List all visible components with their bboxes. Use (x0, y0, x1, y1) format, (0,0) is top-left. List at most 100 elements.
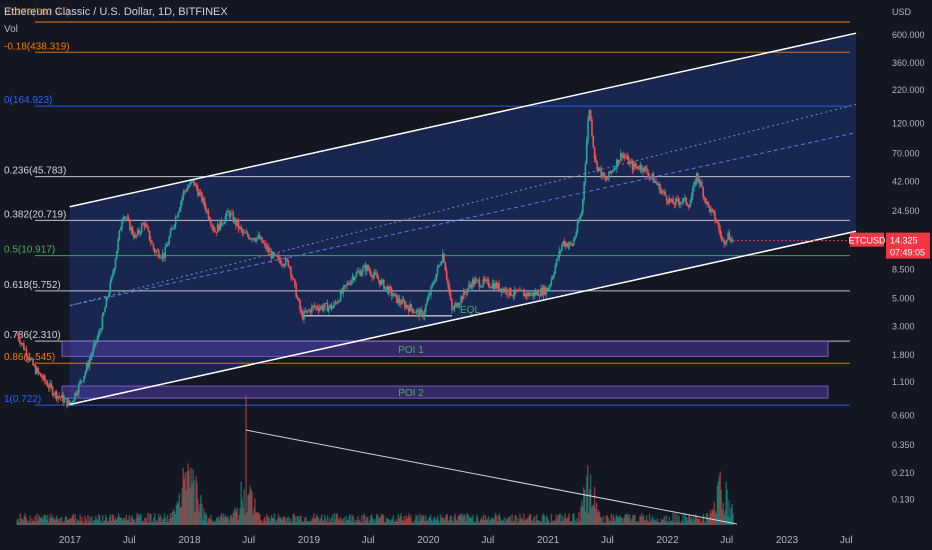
volume-bar (523, 513, 525, 525)
volume-bar (266, 517, 269, 525)
volume-bar (117, 513, 120, 525)
volume-bar (547, 519, 550, 525)
volume-bar (651, 516, 654, 525)
volume-bar (273, 513, 276, 525)
volume-bar (38, 514, 40, 525)
volume-bar (434, 520, 437, 525)
volume-bar (690, 518, 692, 525)
volume-bar (618, 516, 620, 525)
fib-top-label: -0.272(760.9..) (4, 7, 70, 18)
volume-bar (484, 515, 487, 525)
price-candle (724, 242, 727, 244)
volume-bar (567, 516, 569, 525)
price-candle (335, 302, 338, 304)
fib-level-label: -0.18(438.319) (4, 41, 70, 52)
volume-bar (207, 522, 209, 525)
volume-bar (305, 517, 307, 525)
price-candle (261, 237, 263, 243)
volume-bar (322, 521, 325, 525)
price-candle (32, 358, 34, 366)
price-candle (652, 173, 655, 183)
volume-bar (271, 517, 274, 525)
price-candle (359, 271, 362, 276)
volume-bar (293, 513, 295, 525)
volume-bar (55, 515, 58, 525)
volume-bar (355, 522, 357, 525)
volume-bar (609, 520, 611, 525)
volume-bar (78, 521, 80, 525)
volume-bar (477, 517, 479, 525)
price-candle (685, 197, 688, 205)
volume-bar (712, 510, 715, 525)
volume-bar (465, 521, 467, 525)
volume-bar (73, 519, 75, 525)
fib-level-label: 0.5(10.917) (4, 245, 55, 256)
volume-bar (179, 507, 181, 525)
volume-bar (686, 517, 688, 525)
volume-bar (453, 516, 455, 525)
price-candle (672, 199, 674, 205)
volume-bar (77, 520, 79, 525)
volume-bar (388, 519, 391, 525)
price-candle (92, 347, 95, 354)
price-candle (376, 274, 379, 279)
volume-bar (143, 521, 145, 525)
volume-bar (528, 516, 530, 525)
symbol-title: Ethereum Classic / U.S. Dollar, 1D, BITF… (4, 6, 228, 18)
price-candle (312, 305, 314, 307)
price-candle (89, 357, 92, 361)
price-candle (578, 220, 580, 223)
volume-bar (511, 514, 513, 525)
price-candle (165, 246, 168, 247)
price-candle (220, 219, 223, 225)
volume-bar (368, 522, 370, 525)
price-candle (680, 202, 682, 205)
volume-bar (288, 521, 290, 525)
volume-bar (234, 507, 236, 525)
price-candle (434, 281, 436, 284)
volume-bar (570, 520, 572, 525)
volume-bar (93, 520, 95, 525)
price-candle (303, 311, 305, 320)
price-candle (301, 313, 304, 320)
channel-lower-line (69, 230, 857, 406)
volume-bar (238, 514, 240, 525)
volume-bar (521, 517, 523, 525)
volume-bar (617, 517, 619, 525)
volume-bar (37, 520, 39, 525)
volume-bar (539, 520, 542, 525)
y-axis-tick-label: 5.000 (892, 294, 915, 304)
price-candle (341, 290, 343, 294)
volume-bar (97, 519, 99, 525)
price-candle (334, 302, 337, 304)
price-candle (62, 395, 64, 403)
price-candle (617, 159, 619, 164)
volume-bar (650, 519, 653, 525)
volume-bar (587, 513, 590, 525)
price-candle (636, 166, 639, 169)
volume-bar (471, 517, 473, 525)
volume-bar (656, 518, 659, 525)
price-candle (616, 159, 618, 169)
price-candle (534, 292, 537, 295)
price-candle (630, 161, 633, 163)
price-candle (528, 292, 530, 296)
y-axis-tick-label: 24.500 (892, 206, 920, 216)
volume-bar (112, 514, 115, 525)
volume-bar (641, 516, 644, 525)
volume-bar (342, 518, 344, 525)
price-candle (101, 315, 104, 330)
price-candle (728, 232, 731, 239)
ticker-tag-label: ETCUSD (848, 236, 886, 246)
volume-bar (399, 516, 401, 525)
volume-bar (647, 521, 650, 525)
price-candle (174, 216, 177, 226)
price-candle (80, 380, 83, 382)
fib-level-label: 0(164.923) (4, 95, 52, 106)
price-candle (640, 165, 643, 170)
volume-bar (190, 467, 192, 525)
volume-bar (377, 518, 380, 525)
volume-bar (133, 519, 135, 525)
volume-bar (254, 498, 256, 525)
